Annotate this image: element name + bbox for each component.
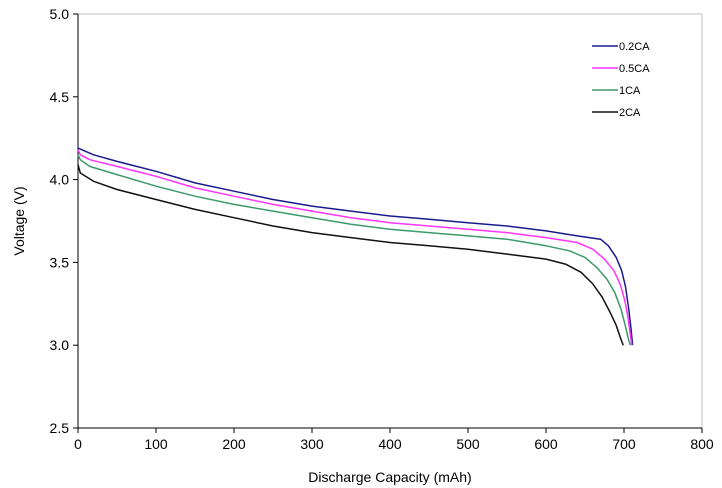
legend-label: 1CA (619, 85, 641, 97)
y-axis-title: Voltage (V) (11, 186, 27, 255)
plot-frame (77, 13, 703, 429)
x-axis-title: Discharge Capacity (mAh) (308, 469, 471, 485)
y-tick-label: 3.5 (50, 254, 70, 270)
legend: 0.2CA 0.5CA 1CA 2CA (592, 41, 650, 119)
axes: 0 100 200 300 400 500 600 700 800 2.5 3.0 3.5 4.0 4.5… (50, 6, 714, 452)
legend-label: 0.2CA (619, 41, 650, 53)
legend-label: 0.5CA (619, 63, 650, 75)
x-tick-label: 600 (534, 436, 558, 452)
series-lines (77, 147, 634, 346)
legend-label: 2CA (619, 107, 641, 119)
series-line-2ca (77, 164, 624, 346)
x-tick-label: 200 (222, 436, 246, 452)
x-tick-label: 0 (74, 436, 82, 452)
x-tick-label: 100 (144, 436, 168, 452)
x-tick-label: 400 (378, 436, 402, 452)
y-tick-label: 4.5 (50, 89, 70, 105)
x-tick-label: 700 (612, 436, 636, 452)
y-tick-label: 5.0 (50, 6, 70, 22)
x-tick-label: 800 (690, 436, 714, 452)
x-tick-label: 500 (456, 436, 480, 452)
series-line-0-2ca (77, 147, 634, 346)
x-tick-label: 300 (300, 436, 324, 452)
y-tick-label: 2.5 (50, 420, 70, 436)
y-tick-label: 4.0 (50, 172, 70, 188)
series-line-0-5ca (77, 149, 633, 346)
y-tick-label: 3.0 (50, 337, 70, 353)
series-line-1ca (77, 154, 631, 346)
